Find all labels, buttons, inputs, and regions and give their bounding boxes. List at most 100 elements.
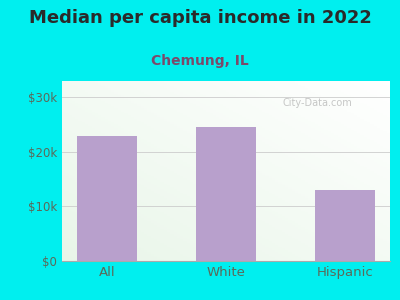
Bar bbox=[302, 248, 305, 250]
Bar bbox=[220, 225, 223, 227]
Bar bbox=[134, 257, 138, 259]
Bar bbox=[347, 112, 351, 113]
Bar bbox=[111, 146, 114, 148]
Bar bbox=[128, 256, 131, 257]
Bar bbox=[101, 232, 105, 234]
Bar bbox=[384, 146, 387, 148]
Bar bbox=[239, 99, 242, 101]
Bar bbox=[229, 247, 232, 248]
Bar bbox=[246, 218, 249, 220]
Bar bbox=[223, 187, 226, 189]
Bar bbox=[157, 158, 160, 160]
Bar bbox=[114, 153, 118, 155]
Bar bbox=[114, 241, 118, 243]
Bar bbox=[220, 202, 223, 203]
Bar bbox=[338, 223, 341, 225]
Bar bbox=[220, 216, 223, 218]
Bar bbox=[262, 133, 265, 135]
Bar bbox=[278, 162, 282, 164]
Bar bbox=[160, 173, 164, 175]
Bar bbox=[206, 218, 210, 220]
Bar bbox=[302, 151, 305, 153]
Bar bbox=[216, 160, 220, 162]
Bar bbox=[75, 108, 78, 110]
Bar bbox=[128, 160, 131, 162]
Bar bbox=[128, 128, 131, 130]
Bar bbox=[328, 223, 331, 225]
Bar bbox=[210, 83, 213, 85]
Bar bbox=[324, 180, 328, 182]
Bar bbox=[190, 112, 193, 113]
Bar bbox=[98, 158, 101, 160]
Bar bbox=[147, 182, 150, 184]
Bar bbox=[324, 153, 328, 155]
Bar bbox=[170, 131, 174, 133]
Bar bbox=[164, 182, 167, 184]
Bar bbox=[252, 232, 256, 234]
Bar bbox=[206, 236, 210, 238]
Bar bbox=[338, 247, 341, 248]
Bar bbox=[357, 220, 360, 221]
Bar bbox=[331, 99, 334, 101]
Bar bbox=[174, 169, 177, 171]
Bar bbox=[95, 252, 98, 254]
Bar bbox=[105, 88, 108, 90]
Bar bbox=[147, 178, 150, 180]
Bar bbox=[288, 135, 292, 137]
Bar bbox=[124, 256, 128, 257]
Bar bbox=[374, 180, 377, 182]
Bar bbox=[138, 243, 141, 245]
Bar bbox=[311, 153, 314, 155]
Bar bbox=[88, 97, 92, 99]
Bar bbox=[88, 225, 92, 227]
Bar bbox=[265, 171, 269, 173]
Bar bbox=[220, 167, 223, 169]
Bar bbox=[334, 140, 338, 142]
Bar bbox=[196, 139, 200, 140]
Bar bbox=[180, 151, 183, 153]
Bar bbox=[88, 149, 92, 151]
Bar bbox=[72, 238, 75, 239]
Bar bbox=[114, 243, 118, 245]
Bar bbox=[65, 94, 68, 95]
Bar bbox=[246, 200, 249, 202]
Bar bbox=[328, 103, 331, 104]
Bar bbox=[220, 140, 223, 142]
Bar bbox=[256, 175, 259, 176]
Bar bbox=[338, 243, 341, 245]
Bar bbox=[138, 230, 141, 232]
Bar bbox=[338, 92, 341, 94]
Bar bbox=[295, 135, 298, 137]
Bar bbox=[295, 86, 298, 88]
Bar bbox=[147, 121, 150, 122]
Bar bbox=[262, 85, 265, 86]
Bar bbox=[252, 160, 256, 162]
Bar bbox=[160, 160, 164, 162]
Bar bbox=[262, 225, 265, 227]
Bar bbox=[95, 115, 98, 117]
Bar bbox=[256, 130, 259, 131]
Bar bbox=[206, 158, 210, 160]
Bar bbox=[305, 81, 308, 83]
Bar bbox=[131, 108, 134, 110]
Bar bbox=[220, 139, 223, 140]
Bar bbox=[351, 250, 354, 252]
Bar bbox=[246, 101, 249, 103]
Bar bbox=[72, 126, 75, 128]
Bar bbox=[282, 241, 285, 243]
Bar bbox=[364, 115, 367, 117]
Bar bbox=[220, 88, 223, 90]
Bar bbox=[167, 180, 170, 182]
Bar bbox=[302, 205, 305, 207]
Bar bbox=[269, 110, 272, 112]
Bar bbox=[216, 113, 220, 115]
Bar bbox=[216, 227, 220, 229]
Bar bbox=[68, 94, 72, 95]
Bar bbox=[308, 97, 311, 99]
Bar bbox=[370, 110, 374, 112]
Bar bbox=[187, 124, 190, 126]
Bar bbox=[347, 104, 351, 106]
Bar bbox=[384, 164, 387, 166]
Bar bbox=[141, 148, 144, 149]
Bar bbox=[242, 182, 246, 184]
